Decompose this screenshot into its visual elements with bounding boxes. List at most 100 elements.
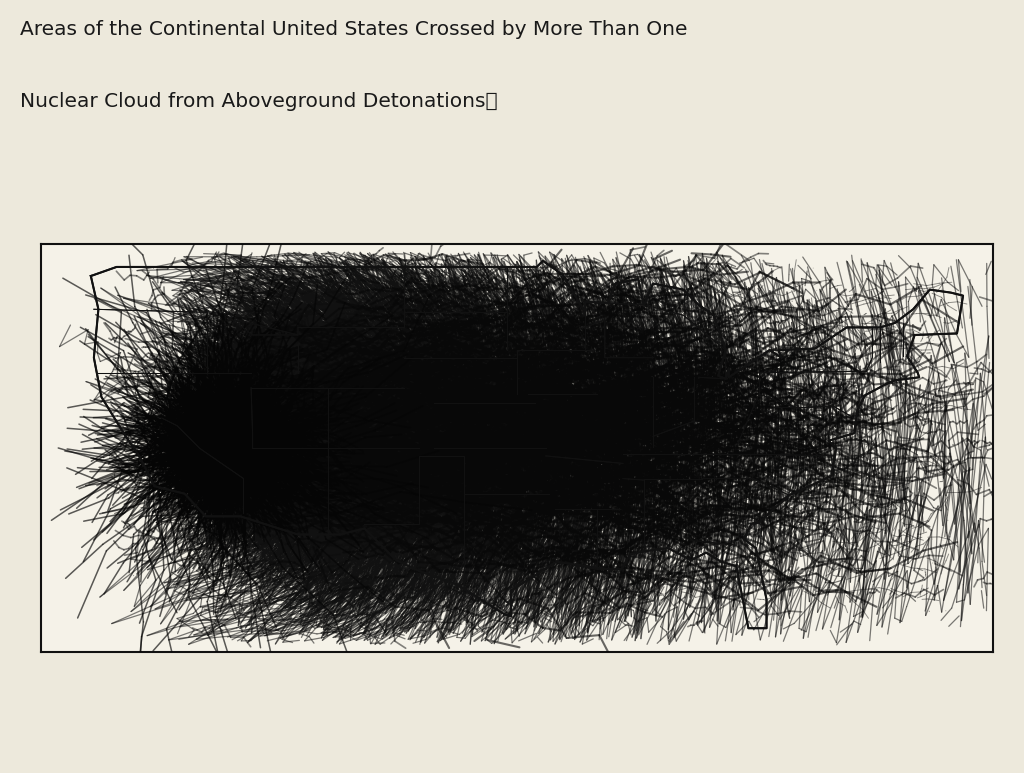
Point [555, 588, 571, 601]
Point [554, 333, 570, 346]
Point [300, 492, 316, 505]
Point [642, 416, 658, 428]
Point [125, 570, 141, 582]
Point [164, 375, 180, 387]
Point [414, 471, 430, 483]
Point [754, 271, 770, 283]
Point [439, 519, 456, 531]
Point [156, 389, 172, 401]
Point [529, 559, 546, 571]
Point [652, 276, 669, 288]
Point [350, 322, 367, 334]
Point [804, 329, 820, 341]
Point [278, 345, 294, 357]
Point [757, 390, 773, 402]
Point [787, 495, 804, 508]
Point [872, 303, 889, 315]
Point [673, 320, 689, 332]
Point [616, 602, 633, 615]
Point [439, 464, 456, 476]
Point [777, 397, 794, 409]
Point [202, 562, 218, 574]
Point [210, 339, 226, 351]
Point [557, 371, 573, 383]
Point [728, 389, 744, 401]
Point [638, 410, 654, 423]
Point [746, 414, 763, 426]
Point [739, 353, 756, 366]
Point [845, 365, 861, 377]
Point [579, 495, 595, 508]
Point [196, 499, 212, 511]
Point [173, 449, 189, 461]
Point [718, 442, 734, 455]
Point [703, 265, 720, 278]
Point [784, 295, 801, 308]
Point [588, 560, 604, 573]
Point [276, 467, 293, 479]
Point [263, 407, 280, 420]
Point [400, 473, 417, 485]
Point [885, 570, 901, 583]
Point [755, 329, 771, 341]
Point [646, 524, 663, 536]
Point [655, 383, 672, 395]
Point [439, 404, 456, 416]
Point [428, 435, 444, 448]
Point [882, 465, 898, 478]
Point [481, 489, 498, 501]
Point [779, 487, 796, 499]
Point [305, 525, 322, 537]
Point [328, 579, 344, 591]
Point [465, 336, 481, 349]
Point [765, 551, 781, 564]
Point [600, 483, 616, 495]
Point [387, 397, 403, 410]
Point [707, 455, 723, 467]
Point [687, 365, 703, 377]
Point [230, 414, 247, 427]
Point [773, 492, 790, 505]
Point [522, 427, 539, 439]
Point [635, 309, 651, 322]
Point [613, 414, 630, 427]
Point [423, 404, 439, 417]
Point [150, 417, 166, 429]
Point [273, 489, 290, 502]
Point [727, 594, 743, 606]
Point [334, 506, 350, 519]
Point [156, 393, 172, 406]
Point [934, 283, 950, 295]
Point [327, 414, 343, 426]
Point [952, 506, 969, 518]
Point [247, 567, 263, 580]
Point [408, 478, 424, 490]
Point [534, 284, 550, 296]
Point [342, 408, 358, 421]
Point [567, 346, 584, 358]
Point [259, 343, 275, 356]
Point [591, 390, 607, 402]
Point [549, 376, 565, 388]
Point [778, 423, 795, 435]
Point [667, 486, 683, 499]
Point [662, 384, 678, 397]
Point [812, 393, 828, 406]
Point [681, 472, 697, 484]
Point [621, 400, 637, 413]
Point [954, 451, 971, 463]
Point [438, 478, 455, 490]
Point [391, 397, 408, 410]
Point [338, 514, 354, 526]
Point [703, 412, 720, 424]
Point [259, 396, 275, 408]
Point [499, 280, 515, 292]
Point [341, 459, 357, 472]
Point [509, 591, 525, 603]
Point [470, 584, 486, 597]
Point [924, 533, 940, 545]
Point [705, 581, 721, 593]
Point [582, 329, 598, 342]
Point [608, 544, 625, 557]
Point [203, 535, 219, 547]
